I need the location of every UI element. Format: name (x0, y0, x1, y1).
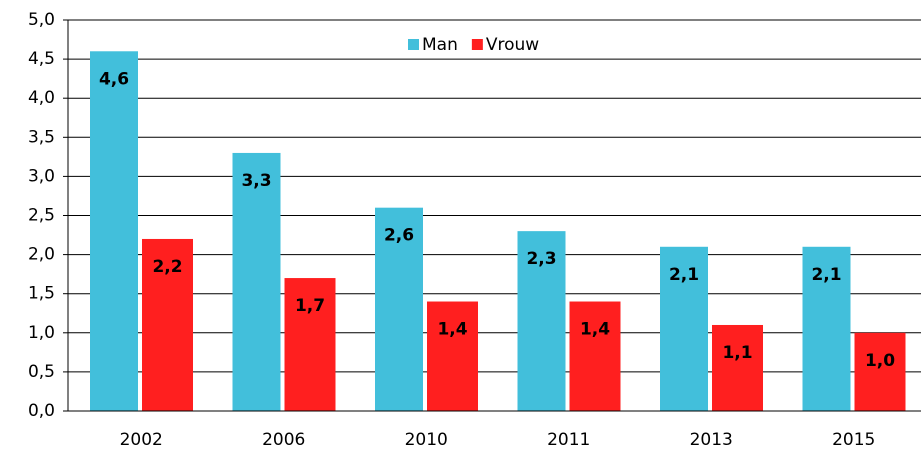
bar (90, 51, 138, 411)
value-label: 1,4 (580, 320, 610, 340)
bar (284, 278, 336, 411)
y-tick-label: 4,0 (28, 88, 55, 108)
bar (375, 207, 423, 411)
bar (854, 332, 906, 411)
y-tick-label: 2,0 (28, 245, 55, 265)
x-tick-label: 2013 (690, 430, 733, 449)
value-label: 1,7 (295, 296, 325, 316)
x-tick-label: 2006 (262, 430, 305, 449)
bar (427, 301, 478, 411)
x-tick-label: 2011 (547, 430, 590, 449)
legend-swatch (471, 39, 483, 50)
y-tick-label: 3,5 (28, 127, 55, 147)
y-tick-label: 5,0 (28, 10, 55, 30)
y-tick-label: 4,5 (28, 49, 55, 69)
bar (802, 246, 851, 411)
value-label: 4,6 (99, 69, 129, 89)
value-label: 1,1 (722, 343, 752, 363)
bar (142, 238, 193, 411)
y-tick-label: 1,5 (28, 284, 55, 304)
value-label: 2,1 (811, 265, 841, 285)
x-tick-label: 2015 (832, 430, 875, 449)
x-tick-label: 2002 (120, 430, 163, 449)
legend-swatch (408, 39, 419, 50)
bar (517, 231, 566, 411)
value-label: 2,1 (669, 265, 699, 285)
bar (232, 152, 281, 411)
bar (712, 324, 763, 411)
bar (569, 301, 621, 411)
legend-label: Vrouw (486, 35, 539, 55)
value-label: 1,0 (865, 351, 895, 371)
x-tick-label: 2010 (405, 430, 448, 449)
value-label: 3,3 (241, 171, 271, 191)
y-tick-label: 0,0 (28, 401, 55, 421)
y-tick-label: 0,5 (28, 362, 55, 382)
y-tick-label: 3,0 (28, 166, 55, 186)
y-tick-label: 2,5 (28, 206, 55, 226)
value-label: 2,2 (152, 257, 182, 277)
y-tick-label: 1,0 (28, 323, 55, 343)
value-label: 1,4 (437, 320, 467, 340)
value-label: 2,3 (526, 249, 556, 269)
value-label: 2,6 (384, 226, 414, 246)
bar (660, 246, 708, 411)
legend-label: Man (422, 35, 458, 55)
